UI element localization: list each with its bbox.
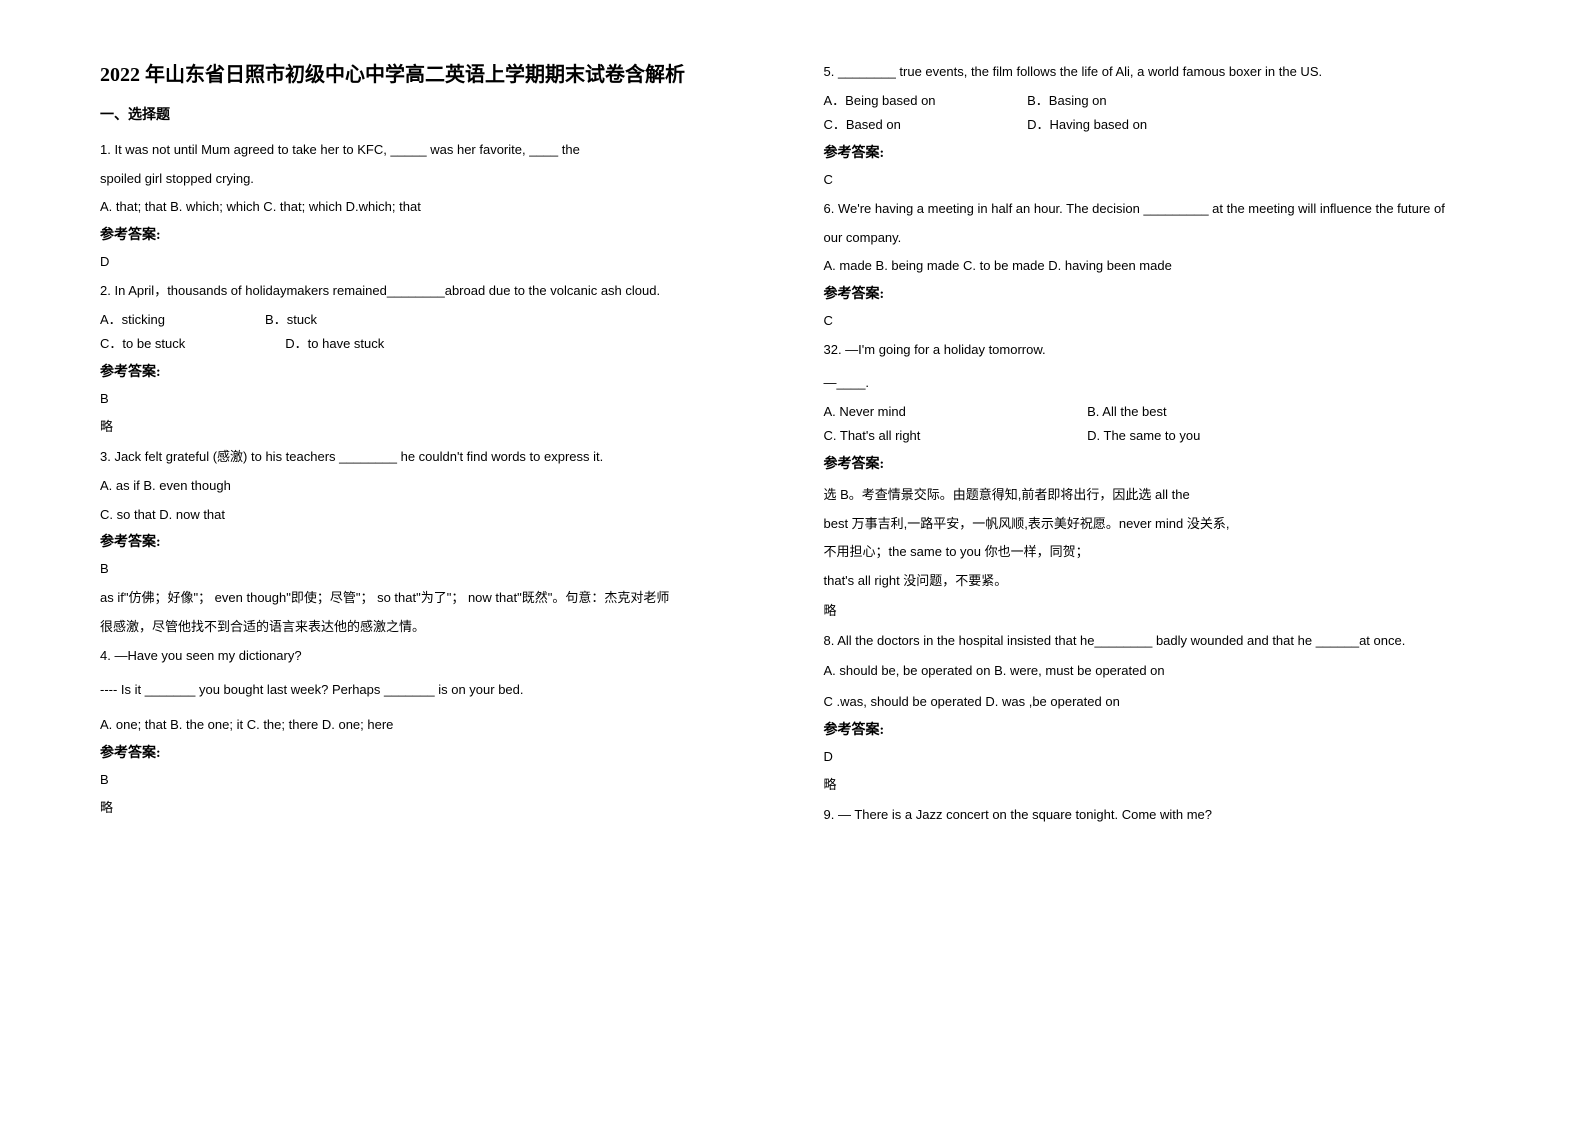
q6-line2: our company. — [824, 226, 1488, 251]
q3-exp1: as if"仿佛；好像"； even though"即使；尽管"； so tha… — [100, 586, 764, 611]
q8-line2: A. should be, be operated on B. were, mu… — [824, 659, 1488, 684]
q3-line2: A. as if B. even though — [100, 474, 764, 499]
q4-line2: ---- Is it _______ you bought last week?… — [100, 678, 764, 703]
q8-answer-label: 参考答案: — [824, 719, 1488, 739]
q32-line2: —____. — [824, 371, 1488, 396]
q32-exp2: best 万事吉利,一路平安，一帆风顺,表示美好祝愿。never mind 没关… — [824, 512, 1488, 537]
q2-lue: 略 — [100, 416, 764, 435]
q6-options: A. made B. being made C. to be made D. h… — [824, 254, 1488, 279]
q5-optD: D．Having based on — [1027, 117, 1147, 132]
q4-line1: 4. —Have you seen my dictionary? — [100, 644, 764, 669]
q4-answer: B — [100, 772, 764, 787]
q3-answer-label: 参考答案: — [100, 531, 764, 551]
q5-answer: C — [824, 172, 1488, 187]
q5-options-row2: C．Based on D．Having based on — [824, 113, 1488, 138]
q32-optD: D. The same to you — [1087, 428, 1200, 443]
q2-optB: B．stuck — [265, 308, 317, 333]
q3-exp2: 很感激，尽管他找不到合适的语言来表达他的感激之情。 — [100, 615, 764, 640]
q4-options: A. one; that B. the one; it C. the; ther… — [100, 713, 764, 738]
q32-exp4: that's all right 没问题，不要紧。 — [824, 569, 1488, 594]
q2-answer: B — [100, 391, 764, 406]
q3-line1: 3. Jack felt grateful (感激) to his teache… — [100, 445, 764, 470]
q2-answer-label: 参考答案: — [100, 361, 764, 381]
q5-optA: A．Being based on — [824, 89, 1024, 114]
q2-optD: D．to have stuck — [285, 332, 384, 357]
q6-line1: 6. We're having a meeting in half an hou… — [824, 197, 1488, 222]
q32-options-row2: C. That's all right D. The same to you — [824, 424, 1488, 449]
q32-optA: A. Never mind — [824, 400, 1084, 425]
q1-answer-label: 参考答案: — [100, 224, 764, 244]
q6-answer-label: 参考答案: — [824, 283, 1488, 303]
q32-exp3: 不用担心；the same to you 你也一样，同贺； — [824, 540, 1488, 565]
q5-answer-label: 参考答案: — [824, 142, 1488, 162]
q2-optA: A．sticking — [100, 308, 165, 333]
q8-line1: 8. All the doctors in the hospital insis… — [824, 629, 1488, 654]
q4-lue: 略 — [100, 797, 764, 816]
q5-optB: B．Basing on — [1027, 93, 1107, 108]
q32-optC: C. That's all right — [824, 424, 1084, 449]
q1-line2: spoiled girl stopped crying. — [100, 167, 764, 192]
q1-options: A. that; that B. which; which C. that; w… — [100, 195, 764, 220]
q6-answer: C — [824, 313, 1488, 328]
q5-line1: 5. ________ true events, the film follow… — [824, 60, 1488, 85]
q2-optC: C．to be stuck — [100, 332, 185, 357]
q2-line1: 2. In April，thousands of holidaymakers r… — [100, 279, 764, 304]
q5-options-row1: A．Being based on B．Basing on — [824, 89, 1488, 114]
q3-answer: B — [100, 561, 764, 576]
page-container: 2022 年山东省日照市初级中心中学高二英语上学期期末试卷含解析 一、选择题 1… — [100, 60, 1487, 831]
q32-exp1: 选 B。考查情景交际。由题意得知,前者即将出行，因此选 all the — [824, 483, 1488, 508]
q1-answer: D — [100, 254, 764, 269]
q32-answer-label: 参考答案: — [824, 453, 1488, 473]
page-title: 2022 年山东省日照市初级中心中学高二英语上学期期末试卷含解析 — [100, 60, 764, 90]
q1-line1: 1. It was not until Mum agreed to take h… — [100, 138, 764, 163]
q32-lue: 略 — [824, 600, 1488, 619]
q8-lue: 略 — [824, 774, 1488, 793]
q32-line1: 32. —I'm going for a holiday tomorrow. — [824, 338, 1488, 363]
q32-options-row1: A. Never mind B. All the best — [824, 400, 1488, 425]
q8-answer: D — [824, 749, 1488, 764]
section-header: 一、选择题 — [100, 104, 764, 124]
right-column: 5. ________ true events, the film follow… — [824, 60, 1488, 831]
q9-line1: 9. — There is a Jazz concert on the squa… — [824, 803, 1488, 828]
q2-options-row2: C．to be stuck D．to have stuck — [100, 332, 764, 357]
q2-options-row1: A．sticking B．stuck — [100, 308, 764, 333]
q32-optB: B. All the best — [1087, 404, 1167, 419]
q4-answer-label: 参考答案: — [100, 742, 764, 762]
q8-line3: C .was, should be operated D. was ,be op… — [824, 690, 1488, 715]
q5-optC: C．Based on — [824, 113, 1024, 138]
q3-line3: C. so that D. now that — [100, 503, 764, 528]
left-column: 2022 年山东省日照市初级中心中学高二英语上学期期末试卷含解析 一、选择题 1… — [100, 60, 764, 831]
